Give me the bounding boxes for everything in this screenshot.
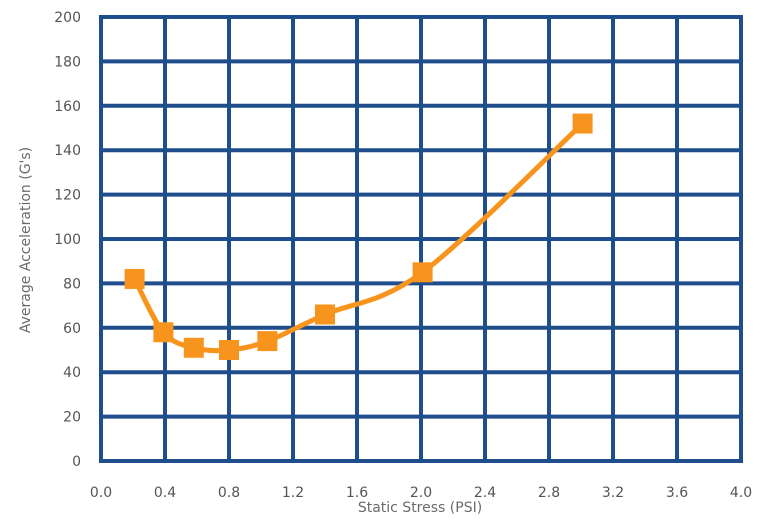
grid [99, 15, 743, 463]
y-tick-label: 100 [54, 232, 81, 248]
y-tick-label: 80 [63, 276, 81, 292]
y-tick-label: 200 [54, 10, 81, 26]
data-point-marker [315, 304, 335, 325]
y-tick-label: 120 [54, 188, 81, 204]
data-point-marker [124, 268, 145, 289]
y-tick-label: 140 [54, 143, 81, 159]
x-tick-label: 0.4 [154, 485, 176, 501]
data-point-marker [412, 262, 433, 283]
y-tick-labels: 0 20 40 60 80 100 120 140 160 180 200 [54, 10, 81, 470]
x-tick-label: 0.8 [218, 485, 240, 501]
data-point-marker [183, 337, 204, 358]
y-tick-label: 0 [72, 454, 81, 470]
series-layer [124, 113, 593, 360]
x-tick-label: 2.0 [410, 485, 432, 501]
y-tick-label: 20 [63, 410, 81, 426]
x-tick-label: 0.0 [90, 485, 112, 501]
data-point-marker [219, 340, 239, 360]
x-tick-label: 1.2 [282, 485, 304, 501]
data-point-marker [257, 331, 278, 352]
x-tick-label: 3.6 [666, 485, 688, 501]
x-tick-labels: 0.0 0.4 0.8 1.2 1.6 2.0 2.4 2.8 3.2 3.6 4.0 [90, 485, 752, 501]
y-axis-label: Average Acceleration (G's) [18, 147, 34, 333]
y-tick-label: 180 [54, 54, 81, 70]
x-tick-label: 2.8 [538, 485, 560, 501]
x-axis-label: Static Stress (PSI) [358, 500, 482, 516]
x-tick-label: 3.2 [602, 485, 624, 501]
y-tick-label: 40 [63, 365, 81, 381]
data-point-marker [572, 113, 593, 134]
data-point-marker [153, 322, 174, 343]
x-tick-label: 4.0 [730, 485, 752, 501]
y-tick-label: 160 [54, 99, 81, 115]
x-tick-label: 1.6 [346, 485, 368, 501]
y-tick-label: 60 [63, 321, 81, 337]
x-tick-label: 2.4 [474, 485, 496, 501]
